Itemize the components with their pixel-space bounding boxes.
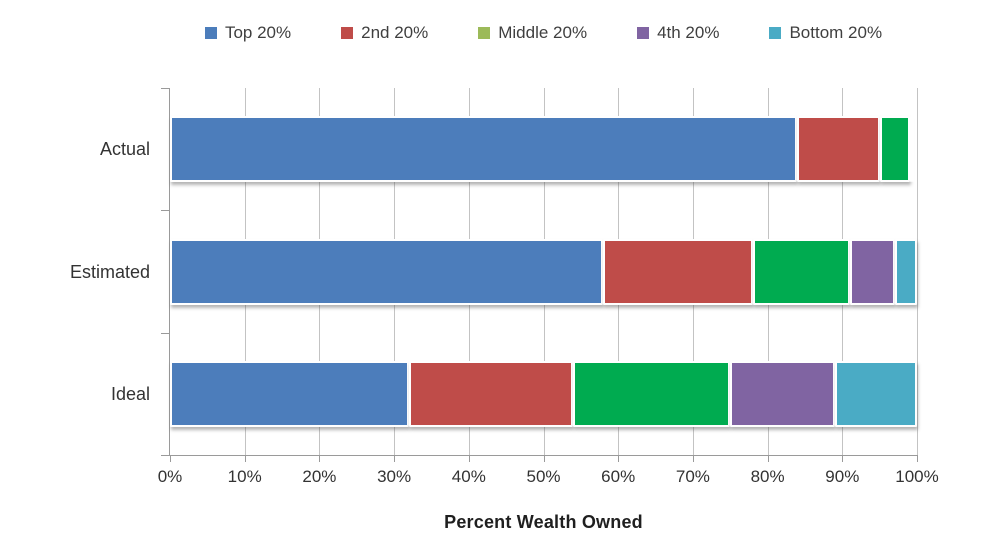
bar-segment-actual-2nd-20 <box>797 116 880 183</box>
bar-actual <box>170 116 917 183</box>
legend-swatch-4th-20 <box>637 27 650 39</box>
bar-segment-estimated-middle-20 <box>752 238 850 305</box>
legend-item-4th-20: 4th 20% <box>637 23 719 43</box>
x-tick-mark <box>917 456 918 462</box>
legend-swatch-2nd-20 <box>341 27 354 39</box>
x-axis-tick-labels: 0% 10% 20% 30% 40% 50% 60% 70% 80% 90% 100% <box>158 467 939 489</box>
legend-label: Middle 20% <box>498 23 588 42</box>
x-tick-mark <box>842 456 844 462</box>
bar-segment-ideal-bottom-20 <box>834 360 917 427</box>
bar-segment-estimated-2nd-20 <box>603 238 753 305</box>
legend-item-2nd-20: 2nd 20% <box>341 23 428 43</box>
bar-segment-estimated-4th-20 <box>849 238 895 305</box>
x-tick-label-20: 20% <box>302 467 337 486</box>
x-tick-label-80: 80% <box>750 467 785 486</box>
x-tick-mark <box>543 456 545 462</box>
legend-item-bottom-20: Bottom 20% <box>769 23 882 43</box>
y-axis-line <box>169 88 170 455</box>
x-tick-label-30: 30% <box>377 467 412 486</box>
x-tick-mark <box>394 456 396 462</box>
bar-estimated <box>170 238 917 305</box>
x-tick-mark <box>244 456 246 462</box>
plot-area <box>161 88 918 462</box>
gridline-100 <box>917 88 918 455</box>
y-tick-mark <box>161 88 169 89</box>
legend-item-top-20: Top 20% <box>204 23 292 43</box>
bar-segment-estimated-bottom-20 <box>894 238 917 305</box>
bar-segment-ideal-top-20 <box>170 360 410 427</box>
x-tick-label-60: 60% <box>601 467 636 486</box>
y-tick-mark <box>161 332 169 334</box>
bar-segment-ideal-2nd-20 <box>409 360 574 427</box>
x-tick-label-40: 40% <box>451 467 486 486</box>
bar-segment-ideal-4th-20 <box>730 360 835 427</box>
legend-swatch-middle-20 <box>478 27 491 39</box>
x-axis-title: Percent Wealth Owned <box>444 512 643 532</box>
category-label-estimated: Estimated <box>69 261 150 282</box>
bar-segment-actual-middle-20 <box>879 116 910 183</box>
bar-segment-actual-bottom-20 <box>911 116 914 183</box>
bar-segment-actual-top-20 <box>170 116 798 183</box>
category-axis-labels: Actual Estimated Ideal <box>0 88 150 455</box>
x-tick-mark <box>767 456 769 462</box>
legend-swatch-bottom-20 <box>769 27 782 39</box>
x-tick-mark <box>468 456 470 462</box>
legend-label: Bottom 20% <box>789 23 883 42</box>
legend-label: 4th 20% <box>657 23 720 42</box>
x-tick-label-10: 10% <box>227 467 262 486</box>
bar-segment-actual-4th-20 <box>909 116 912 183</box>
legend: Top 20% 2nd 20% Middle 20% 4th 20% Bottom 20… <box>170 20 917 46</box>
x-tick-mark <box>618 456 620 462</box>
category-label-actual: Actual <box>99 139 150 160</box>
x-tick-mark <box>319 456 321 462</box>
y-tick-mark <box>161 210 169 212</box>
x-tick-label-0: 0% <box>157 467 183 486</box>
x-axis-line <box>161 455 918 456</box>
bar-ideal <box>170 360 917 427</box>
legend-swatch-top-20 <box>204 27 217 39</box>
y-tick-mark <box>161 455 169 456</box>
x-tick-label-50: 50% <box>526 467 561 486</box>
legend-label: 2nd 20% <box>361 23 429 42</box>
bar-segment-estimated-top-20 <box>170 238 604 305</box>
legend-label: Top 20% <box>224 23 292 42</box>
x-tick-mark <box>170 456 171 462</box>
x-tick-label-70: 70% <box>675 467 710 486</box>
x-tick-label-90: 90% <box>825 467 860 486</box>
x-tick-label-100: 100% <box>895 467 939 486</box>
legend-item-middle-20: Middle 20% <box>478 23 587 43</box>
category-label-ideal: Ideal <box>110 383 150 404</box>
bar-segment-ideal-middle-20 <box>573 360 731 427</box>
x-tick-mark <box>692 456 694 462</box>
